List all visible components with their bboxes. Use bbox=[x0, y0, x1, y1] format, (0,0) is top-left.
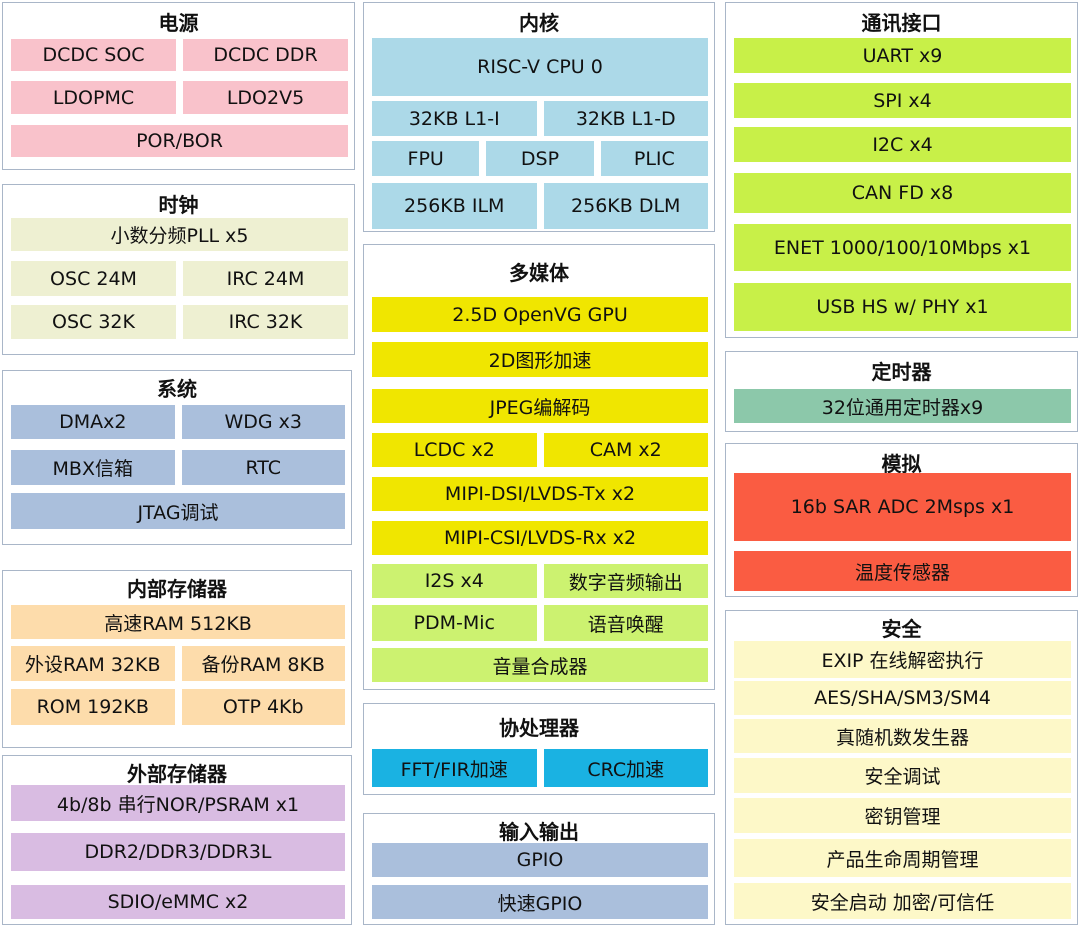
block: 安全启动 加密/可信任 bbox=[734, 883, 1071, 919]
section: 系统 DMAx2 WDG x3 MBX信箱 RTC JTAG调试 bbox=[2, 370, 352, 545]
block: I2C x4 bbox=[734, 127, 1071, 162]
block: 密钥管理 bbox=[734, 798, 1071, 833]
block: 外设RAM 32KB bbox=[11, 646, 175, 681]
block: 快速GPIO bbox=[372, 885, 708, 919]
section-title: 协处理器 bbox=[499, 716, 579, 740]
block: 音量合成器 bbox=[372, 648, 708, 682]
block: 备份RAM 8KB bbox=[181, 646, 345, 681]
block: 小数分频PLL x5 bbox=[11, 218, 348, 251]
block: CAN FD x8 bbox=[734, 173, 1071, 213]
block: DDR2/DDR3/DDR3L bbox=[11, 833, 345, 871]
block: FFT/FIR加速 bbox=[372, 749, 537, 787]
block: 2D图形加速 bbox=[372, 342, 708, 377]
block: MIPI-CSI/LVDS-Rx x2 bbox=[372, 521, 708, 555]
block: DCDC DDR bbox=[183, 39, 348, 71]
block: 16b SAR ADC 2Msps x1 bbox=[734, 473, 1071, 541]
block: 32KB L1-D bbox=[543, 101, 708, 136]
section-title: 电源 bbox=[158, 11, 199, 35]
block: DCDC SOC bbox=[11, 39, 176, 71]
section-title: 系统 bbox=[157, 377, 197, 401]
block: SDIO/eMMC x2 bbox=[11, 885, 345, 919]
block: IRC 24M bbox=[183, 261, 348, 296]
block: OSC 24M bbox=[11, 261, 176, 296]
block: OTP 4Kb bbox=[181, 689, 345, 725]
section-title: 模拟 bbox=[881, 452, 922, 476]
section-title: 输入输出 bbox=[499, 820, 579, 844]
block: 安全调试 bbox=[734, 758, 1071, 793]
section: 内部存储器高速RAM 512KB 外设RAM 32KB 备份RAM 8KB ROM 1… bbox=[2, 570, 352, 748]
block: SPI x4 bbox=[734, 83, 1071, 118]
section-title: 内核 bbox=[519, 11, 559, 35]
block: CRC加速 bbox=[543, 749, 708, 787]
block: AES/SHA/SM3/SM4 bbox=[734, 681, 1071, 715]
block: 2.5D OpenVG GPU bbox=[372, 297, 708, 332]
block: ENET 1000/100/10Mbps x1 bbox=[734, 224, 1071, 271]
block: 32位通用定时器x9 bbox=[734, 389, 1071, 423]
section: 电源 DCDC SOC DCDC DDR LDOPMC LDO2V5 POR/BOR bbox=[2, 2, 355, 170]
section: 内核 RISC-V CPU 0 32KB L1-I 32KB L1-D FPU DSP PL… bbox=[363, 2, 715, 232]
block: 数字音频输出 bbox=[543, 564, 708, 598]
section: 协处理器 FFT/FIR加速 CRC加速 bbox=[363, 703, 715, 795]
block: ROM 192KB bbox=[11, 689, 175, 725]
block: RTC bbox=[181, 450, 345, 485]
section: 模拟 16b SAR ADC 2Msps x1 温度传感器 bbox=[725, 443, 1078, 597]
block: 产品生命周期管理 bbox=[734, 839, 1071, 877]
block: WDG x3 bbox=[181, 405, 345, 439]
block: 32KB L1-I bbox=[372, 101, 537, 136]
block: USB HS w/ PHY x1 bbox=[734, 283, 1071, 331]
section: 外部存储器 4b/8b 串行NOR/PSRAM x1 DDR2/DDR3/DDR3L… bbox=[2, 755, 352, 925]
block: 256KB DLM bbox=[543, 183, 708, 229]
section-title: 外部存储器 bbox=[127, 762, 227, 786]
section-title: 多媒体 bbox=[509, 261, 569, 285]
block: 温度传感器 bbox=[734, 551, 1071, 591]
block: JPEG编解码 bbox=[372, 389, 708, 423]
block: FPU bbox=[372, 141, 480, 176]
block: 真随机数发生器 bbox=[734, 719, 1071, 753]
block: CAM x2 bbox=[543, 433, 708, 467]
block: DSP bbox=[486, 141, 594, 176]
block: RISC-V CPU 0 bbox=[372, 38, 708, 96]
block: LCDC x2 bbox=[372, 433, 537, 467]
section: 多媒体 2.5D OpenVG GPU 2D图形加速 JPEG编解码 LCDC x2 CA… bbox=[363, 244, 715, 690]
block: I2S x4 bbox=[372, 564, 537, 598]
block: POR/BOR bbox=[11, 125, 348, 157]
section-title: 定时器 bbox=[871, 360, 932, 384]
block: PLIC bbox=[600, 141, 708, 176]
block: 高速RAM 512KB bbox=[11, 605, 345, 639]
section-title: 通讯接口 bbox=[861, 11, 942, 35]
block: OSC 32K bbox=[11, 305, 176, 339]
section: 输入输出 GPIO 快速GPIO bbox=[363, 813, 715, 925]
section: 定时器 32位通用定时器x9 bbox=[725, 351, 1078, 432]
block: 256KB ILM bbox=[372, 183, 537, 229]
block: PDM-Mic bbox=[372, 605, 537, 641]
block: 语音唤醒 bbox=[543, 605, 708, 641]
block: LDO2V5 bbox=[183, 81, 348, 114]
block: GPIO bbox=[372, 843, 708, 877]
section-title: 安全 bbox=[881, 617, 922, 641]
section-title: 内部存储器 bbox=[127, 577, 227, 601]
section-title: 时钟 bbox=[158, 193, 199, 217]
block: MBX信箱 bbox=[11, 450, 175, 485]
block: LDOPMC bbox=[11, 81, 176, 114]
block: JTAG调试 bbox=[11, 493, 345, 529]
section: 安全 EXIP 在线解密执行 AES/SHA/SM3/SM4 真随机数发生器 安全调试密… bbox=[725, 610, 1078, 925]
block: 4b/8b 串行NOR/PSRAM x1 bbox=[11, 785, 345, 821]
block: EXIP 在线解密执行 bbox=[734, 641, 1071, 678]
section: 通讯接口 UART x9 SPI x4 I2C x4 CAN FD x8 ENET 100… bbox=[725, 2, 1078, 338]
block: UART x9 bbox=[734, 38, 1071, 73]
block: MIPI-DSI/LVDS-Tx x2 bbox=[372, 477, 708, 511]
block: DMAx2 bbox=[11, 405, 175, 439]
block: IRC 32K bbox=[183, 305, 348, 339]
section: 时钟 小数分频PLL x5 OSC 24M IRC 24M OSC 32K IRC 32K bbox=[2, 184, 355, 355]
